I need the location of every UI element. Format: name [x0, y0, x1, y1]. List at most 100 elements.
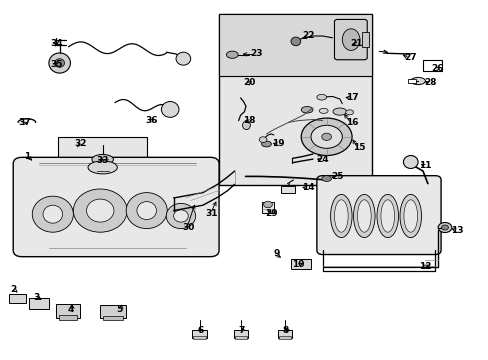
Text: 6: 6	[197, 326, 203, 335]
Ellipse shape	[330, 194, 351, 238]
Ellipse shape	[137, 202, 156, 220]
Text: 28: 28	[423, 78, 436, 87]
Ellipse shape	[319, 108, 327, 113]
Ellipse shape	[410, 77, 425, 85]
Ellipse shape	[437, 222, 451, 233]
Bar	[277, 330, 292, 338]
Text: 7: 7	[238, 326, 245, 335]
Ellipse shape	[88, 161, 117, 174]
Ellipse shape	[226, 51, 238, 58]
Ellipse shape	[259, 137, 266, 143]
Ellipse shape	[342, 29, 359, 50]
Bar	[290, 259, 310, 269]
Bar	[9, 294, 26, 303]
Text: 5: 5	[117, 305, 122, 314]
Text: 16: 16	[345, 118, 358, 127]
Bar	[233, 330, 248, 338]
Bar	[361, 32, 368, 47]
Bar	[58, 137, 146, 202]
Text: 26: 26	[430, 64, 443, 73]
Ellipse shape	[263, 201, 272, 208]
Text: 24: 24	[316, 154, 328, 163]
FancyBboxPatch shape	[13, 157, 219, 257]
Text: 21: 21	[350, 39, 363, 48]
Text: 30: 30	[182, 223, 194, 232]
Text: 33: 33	[96, 156, 109, 165]
Ellipse shape	[176, 52, 190, 65]
Ellipse shape	[173, 210, 188, 222]
Text: 19: 19	[272, 139, 285, 148]
Ellipse shape	[301, 118, 351, 156]
Text: 29: 29	[264, 209, 277, 217]
Text: 22: 22	[301, 31, 314, 40]
Ellipse shape	[353, 194, 374, 238]
Bar	[56, 304, 80, 318]
Bar	[193, 336, 205, 339]
Ellipse shape	[332, 108, 346, 115]
FancyBboxPatch shape	[334, 19, 366, 60]
Text: 12: 12	[418, 262, 431, 271]
Bar	[262, 202, 274, 213]
Text: 17: 17	[345, 93, 358, 102]
Ellipse shape	[86, 199, 114, 222]
Ellipse shape	[290, 37, 300, 46]
Ellipse shape	[32, 196, 73, 232]
Text: 4: 4	[67, 305, 74, 314]
Ellipse shape	[242, 121, 250, 130]
Text: 9: 9	[272, 249, 279, 258]
Ellipse shape	[43, 205, 62, 223]
Text: 18: 18	[243, 116, 255, 125]
Ellipse shape	[261, 141, 271, 147]
Ellipse shape	[345, 110, 353, 115]
Ellipse shape	[357, 200, 370, 232]
Ellipse shape	[92, 154, 113, 165]
Text: 31: 31	[204, 209, 217, 217]
Bar	[192, 330, 206, 338]
Ellipse shape	[73, 189, 127, 232]
Ellipse shape	[376, 194, 398, 238]
Bar	[278, 336, 291, 339]
Text: 35: 35	[50, 60, 62, 69]
Ellipse shape	[310, 125, 342, 148]
Bar	[219, 14, 371, 76]
FancyBboxPatch shape	[316, 176, 440, 255]
Bar	[29, 298, 49, 309]
Text: 36: 36	[145, 116, 158, 125]
Ellipse shape	[166, 203, 195, 229]
Text: 34: 34	[50, 40, 62, 49]
Text: 23: 23	[250, 49, 263, 58]
Ellipse shape	[403, 156, 417, 168]
Ellipse shape	[321, 176, 331, 181]
Ellipse shape	[301, 107, 312, 113]
Bar	[422, 60, 441, 71]
Text: 14: 14	[301, 183, 314, 192]
Bar	[59, 315, 77, 320]
Bar	[219, 14, 371, 185]
Ellipse shape	[399, 194, 421, 238]
Ellipse shape	[55, 59, 64, 67]
Text: 2: 2	[11, 285, 17, 294]
Ellipse shape	[380, 200, 394, 232]
Bar	[407, 79, 415, 83]
Bar	[100, 305, 125, 318]
Text: 10: 10	[291, 260, 304, 269]
Ellipse shape	[334, 200, 347, 232]
Bar	[281, 186, 294, 193]
Text: 3: 3	[34, 292, 40, 302]
Text: 8: 8	[283, 326, 288, 335]
Ellipse shape	[441, 225, 447, 230]
Text: 15: 15	[352, 143, 365, 152]
Bar	[102, 316, 123, 320]
Text: 27: 27	[404, 53, 416, 62]
Text: 1: 1	[24, 152, 30, 161]
Ellipse shape	[316, 94, 326, 100]
Ellipse shape	[126, 193, 167, 229]
Text: 11: 11	[418, 161, 431, 170]
Ellipse shape	[403, 200, 417, 232]
Text: 37: 37	[18, 118, 31, 127]
Bar	[234, 336, 247, 339]
Ellipse shape	[321, 133, 331, 140]
Text: 32: 32	[74, 139, 87, 148]
Text: 25: 25	[330, 172, 343, 181]
Ellipse shape	[161, 102, 179, 117]
